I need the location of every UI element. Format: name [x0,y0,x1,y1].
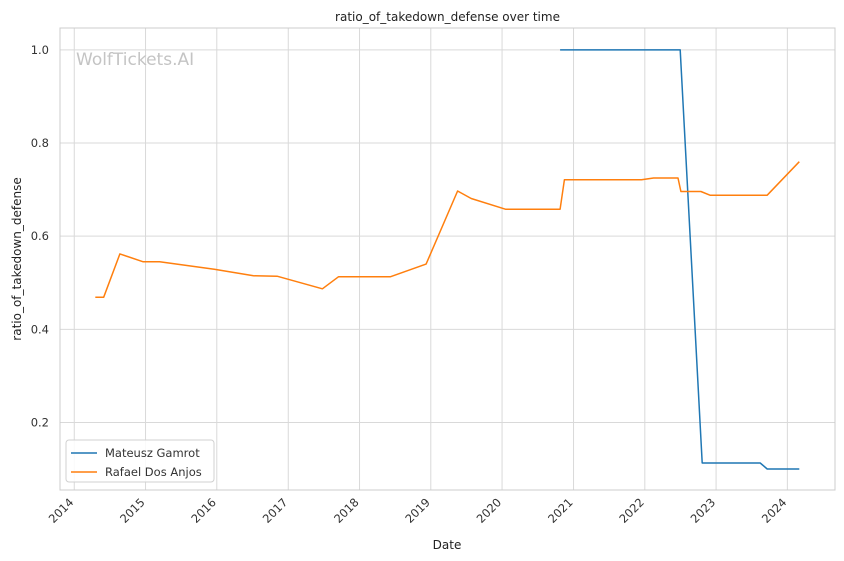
series-layer [95,49,800,470]
x-tick-label-2015: 2015 [117,495,148,526]
watermark: WolfTickets.AI [76,50,194,70]
x-tick-label-2022: 2022 [616,495,647,526]
x-axis-title: Date [433,538,462,552]
x-tick-label-2023: 2023 [688,495,719,526]
x-tick-label-2017: 2017 [260,495,291,526]
y-tick-labels: 0.2 0.4 0.6 0.8 1.0 [31,43,49,430]
series-line-mateusz-gamrot [560,49,800,470]
x-tick-label-2019: 2019 [402,495,433,526]
legend-box [65,439,215,483]
y-gridlines [60,49,835,423]
x-tick-label-2024: 2024 [759,495,790,526]
x-tick-label-2020: 2020 [474,495,505,526]
legend: Mateusz Gamrot Rafael Dos Anjos [65,439,215,483]
y-tick-label-0-2: 0.2 [31,415,49,429]
chart-title: ratio_of_takedown_defense over time [335,10,560,24]
y-tick-label-0-4: 0.4 [31,322,49,336]
y-axis-title: ratio_of_takedown_defense [10,177,24,340]
x-tick-label-2018: 2018 [331,495,362,526]
y-tick-label-1-0: 1.0 [31,43,49,57]
x-tick-labels: 2014 2015 2016 2017 2018 2019 2020 2021 2022 2023… [46,495,790,526]
x-gridlines [73,28,788,490]
y-tick-label-0-8: 0.8 [31,136,49,150]
legend-label-rafael-dos-anjos: Rafael Dos Anjos [105,465,202,479]
series-line-rafael-dos-anjos [95,161,800,298]
x-tick-label-2014: 2014 [46,495,77,526]
legend-label-mateusz-gamrot: Mateusz Gamrot [105,446,200,460]
x-tick-label-2021: 2021 [545,495,576,526]
y-tick-label-0-6: 0.6 [31,229,49,243]
x-tick-label-2016: 2016 [188,495,219,526]
plot-area [60,28,835,490]
plot-frame [59,27,836,491]
